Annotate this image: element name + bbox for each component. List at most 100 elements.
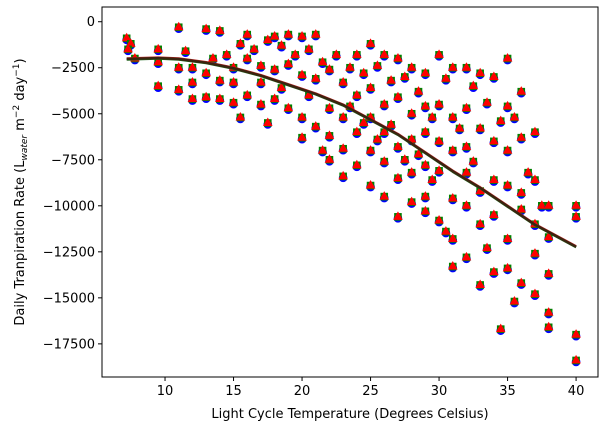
point-triangle-147 (502, 145, 513, 154)
point-triangle-74 (365, 82, 376, 91)
point-triangle-122 (454, 122, 465, 132)
point-triangle-19 (215, 75, 225, 84)
point-triangle-17 (208, 53, 218, 62)
point-triangle-58 (324, 130, 335, 139)
point-triangle-13 (187, 76, 198, 86)
point-triangle-114 (441, 73, 451, 82)
point-triangle-34 (262, 34, 273, 44)
point-triangle-15 (201, 67, 211, 77)
point-triangle-85 (386, 75, 396, 84)
point-triangle-107 (427, 111, 438, 121)
point-triangle-94 (406, 62, 417, 71)
point-triangle-42 (283, 58, 294, 68)
point-triangle-123 (461, 62, 472, 71)
point-triangle-60 (331, 49, 342, 58)
point-triangle-109 (434, 49, 444, 58)
point-triangle-116 (447, 62, 458, 71)
fit-line-2 (126, 56, 577, 248)
y-tick-label-0: 0 (87, 15, 95, 30)
point-triangle-38 (269, 93, 280, 103)
point-triangle-69 (352, 126, 362, 136)
point-triangle-118 (447, 145, 458, 154)
fit-lines-layer (126, 56, 577, 249)
point-triangle-136 (482, 97, 492, 106)
point-triangle-67 (352, 49, 362, 58)
point-triangle-40 (276, 82, 287, 91)
point-triangle-159 (530, 126, 540, 136)
point-triangle-125 (461, 141, 472, 150)
y-tick-label-3: −7500 (51, 153, 95, 168)
point-triangle-157 (516, 277, 527, 287)
point-triangle-78 (372, 60, 383, 69)
point-triangle-140 (489, 174, 499, 184)
point-triangle-99 (413, 86, 424, 95)
point-triangle-86 (386, 119, 396, 128)
point-triangle-35 (262, 117, 273, 126)
point-triangle-37 (269, 64, 280, 73)
point-triangle-117 (447, 111, 458, 121)
point-triangle-103 (420, 126, 431, 136)
point-triangle-135 (475, 279, 485, 288)
point-triangle-45 (297, 30, 307, 40)
point-triangle-76 (365, 145, 376, 154)
point-triangle-106 (420, 205, 431, 215)
point-triangle-167 (543, 268, 554, 277)
point-triangle-46 (297, 69, 307, 79)
point-triangle-119 (447, 192, 458, 202)
point-triangle-31 (256, 60, 266, 69)
point-triangle-28 (242, 53, 253, 62)
point-triangle-71 (358, 67, 369, 77)
point-triangle-49 (304, 43, 314, 53)
point-triangle-160 (530, 174, 540, 184)
point-triangle-101 (420, 67, 431, 77)
point-triangle-166 (543, 231, 554, 241)
point-triangle-91 (393, 211, 403, 220)
y-label-suffix: ) (13, 58, 28, 63)
point-triangle-146 (502, 100, 513, 110)
point-triangle-81 (379, 99, 390, 108)
point-triangle-168 (543, 307, 554, 316)
x-tick-label-15: 15 (225, 384, 242, 399)
point-triangle-41 (283, 29, 294, 38)
point-triangle-5 (153, 56, 163, 66)
point-triangle-93 (400, 154, 410, 163)
point-triangle-48 (297, 132, 307, 141)
point-triangle-10 (180, 45, 191, 55)
point-triangle-57 (324, 102, 335, 112)
point-triangle-14 (201, 23, 211, 33)
point-triangle-55 (317, 145, 328, 154)
point-triangle-153 (516, 86, 527, 95)
x-tick-label-20: 20 (294, 384, 311, 399)
y-tick-label-1: −2500 (51, 61, 95, 76)
point-triangle-149 (502, 233, 513, 242)
point-triangle-133 (475, 185, 485, 195)
point-triangle-150 (502, 262, 513, 272)
point-triangle-23 (228, 76, 239, 86)
point-triangle-88 (393, 91, 403, 101)
point-triangle-70 (352, 159, 362, 169)
point-triangle-154 (516, 132, 527, 141)
y-axis-label: Daily Tranpiration Rate (Lwater m−2 day−… (12, 58, 30, 325)
point-triangle-152 (509, 296, 520, 305)
point-triangle-61 (338, 76, 348, 86)
point-triangle-77 (365, 180, 376, 189)
plot-frame (101, 6, 599, 378)
x-tick-label-35: 35 (499, 384, 516, 399)
y-label-mid2: day (13, 76, 28, 104)
point-triangle-62 (338, 111, 348, 121)
point-triangle-18 (215, 25, 225, 34)
y-label-sub: water (20, 134, 30, 161)
x-tick-label-10: 10 (157, 384, 174, 399)
point-triangle-148 (502, 180, 513, 189)
point-triangle-12 (187, 93, 198, 103)
point-triangle-164 (537, 200, 547, 209)
point-triangle-72 (358, 117, 369, 126)
point-triangle-47 (297, 111, 307, 121)
point-triangle-8 (173, 62, 184, 71)
point-triangle-3 (123, 43, 133, 53)
point-triangle-87 (393, 53, 403, 62)
point-triangle-173 (571, 354, 581, 364)
point-triangle-134 (475, 218, 485, 228)
point-triangle-112 (434, 165, 444, 174)
point-triangle-129 (468, 80, 479, 90)
